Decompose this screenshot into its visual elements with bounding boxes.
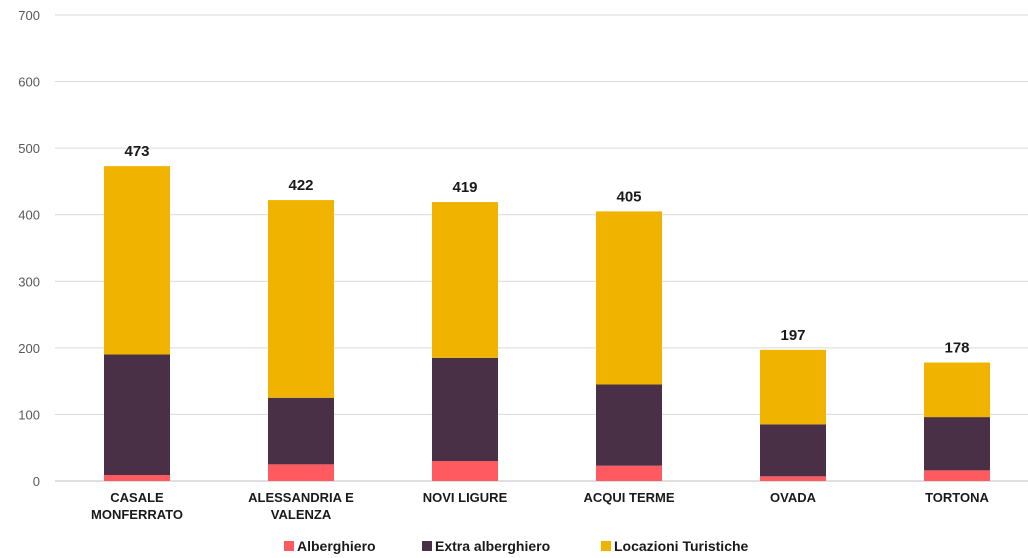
y-tick-label: 200: [18, 341, 40, 356]
legend-label: Locazioni Turistiche: [614, 538, 749, 554]
bar-segment-alberghiero: [924, 470, 990, 481]
bar-segment-extra-alberghiero: [760, 424, 826, 477]
bar-segment-extra-alberghiero: [924, 417, 990, 471]
y-tick-label: 0: [33, 474, 40, 489]
category-label: VALENZA: [271, 507, 332, 522]
bar-total-label: 197: [780, 327, 805, 344]
bar-segment-locazioni-turistiche: [432, 202, 498, 358]
bar-segment-extra-alberghiero: [104, 354, 170, 476]
y-tick-label: 500: [18, 141, 40, 156]
y-tick-label: 300: [18, 274, 40, 289]
bar-segment-alberghiero: [760, 476, 826, 481]
category-label: NOVI LIGURE: [423, 490, 508, 505]
bar-segment-locazioni-turistiche: [924, 362, 990, 418]
bar-total-label: 422: [288, 177, 313, 194]
legend-label: Extra alberghiero: [435, 538, 550, 554]
bar-total-label: 178: [944, 340, 969, 357]
bar-segment-alberghiero: [432, 461, 498, 481]
y-tick-label: 700: [18, 8, 40, 23]
legend-swatch-alberghiero: [284, 541, 294, 551]
category-label: ACQUI TERME: [584, 490, 675, 505]
bar-segment-locazioni-turistiche: [596, 211, 662, 385]
bar-segment-extra-alberghiero: [268, 397, 334, 465]
category-label: OVADA: [770, 490, 817, 505]
bar-segment-locazioni-turistiche: [104, 166, 170, 355]
bar-total-label: 405: [616, 188, 641, 205]
bar-total-label: 473: [124, 143, 149, 160]
legend-label: Alberghiero: [297, 538, 376, 554]
bar-segment-extra-alberghiero: [432, 357, 498, 462]
y-tick-label: 100: [18, 407, 40, 422]
legend-swatch-locazioni-turistiche: [601, 541, 611, 551]
legend-swatch-extra-alberghiero: [422, 541, 432, 551]
bar-segment-alberghiero: [104, 475, 170, 481]
y-tick-label: 400: [18, 208, 40, 223]
bar-segment-extra-alberghiero: [596, 384, 662, 466]
bar-total-label: 419: [452, 179, 477, 196]
bar-segment-alberghiero: [268, 464, 334, 481]
category-label: CASALE: [110, 490, 164, 505]
category-label: ALESSANDRIA E: [248, 490, 354, 505]
bar-segment-alberghiero: [596, 465, 662, 481]
category-label: MONFERRATO: [91, 507, 183, 522]
y-tick-label: 600: [18, 75, 40, 90]
bar-segment-locazioni-turistiche: [760, 349, 826, 425]
bar-segment-locazioni-turistiche: [268, 200, 334, 398]
category-label: TORTONA: [925, 490, 989, 505]
